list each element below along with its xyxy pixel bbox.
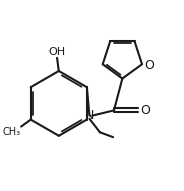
Text: O: O <box>140 104 150 117</box>
Text: CH₃: CH₃ <box>2 127 20 138</box>
Text: OH: OH <box>48 47 66 57</box>
Text: N: N <box>85 109 94 122</box>
Text: O: O <box>144 59 154 72</box>
